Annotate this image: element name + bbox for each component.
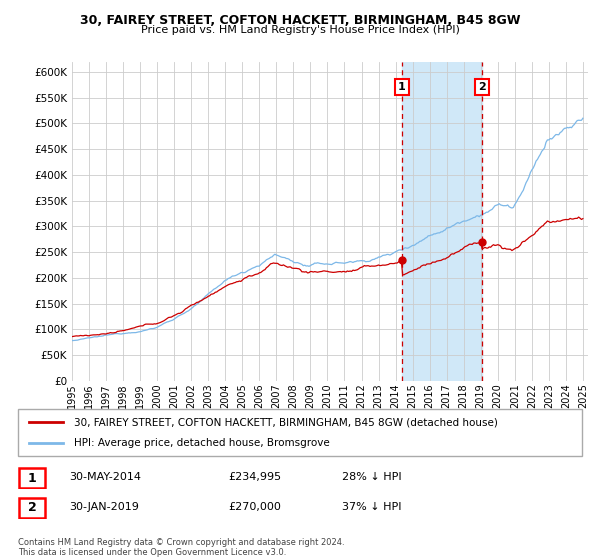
Text: 28% ↓ HPI: 28% ↓ HPI bbox=[342, 472, 401, 482]
Text: 1: 1 bbox=[28, 472, 37, 485]
Text: 2: 2 bbox=[28, 501, 37, 515]
Bar bbox=[402, 62, 482, 381]
Text: £234,995: £234,995 bbox=[228, 472, 281, 482]
Text: HPI: Average price, detached house, Bromsgrove: HPI: Average price, detached house, Brom… bbox=[74, 438, 330, 448]
Text: 30, FAIREY STREET, COFTON HACKETT, BIRMINGHAM, B45 8GW (detached house): 30, FAIREY STREET, COFTON HACKETT, BIRMI… bbox=[74, 417, 498, 427]
Text: 37% ↓ HPI: 37% ↓ HPI bbox=[342, 502, 401, 512]
Text: 2: 2 bbox=[478, 82, 486, 92]
Text: 30, FAIREY STREET, COFTON HACKETT, BIRMINGHAM, B45 8GW: 30, FAIREY STREET, COFTON HACKETT, BIRMI… bbox=[80, 14, 520, 27]
Text: 1: 1 bbox=[398, 82, 406, 92]
Text: Contains HM Land Registry data © Crown copyright and database right 2024.
This d: Contains HM Land Registry data © Crown c… bbox=[18, 538, 344, 557]
Text: 30-JAN-2019: 30-JAN-2019 bbox=[69, 502, 139, 512]
Text: Price paid vs. HM Land Registry's House Price Index (HPI): Price paid vs. HM Land Registry's House … bbox=[140, 25, 460, 35]
Text: £270,000: £270,000 bbox=[228, 502, 281, 512]
Text: 30-MAY-2014: 30-MAY-2014 bbox=[69, 472, 141, 482]
